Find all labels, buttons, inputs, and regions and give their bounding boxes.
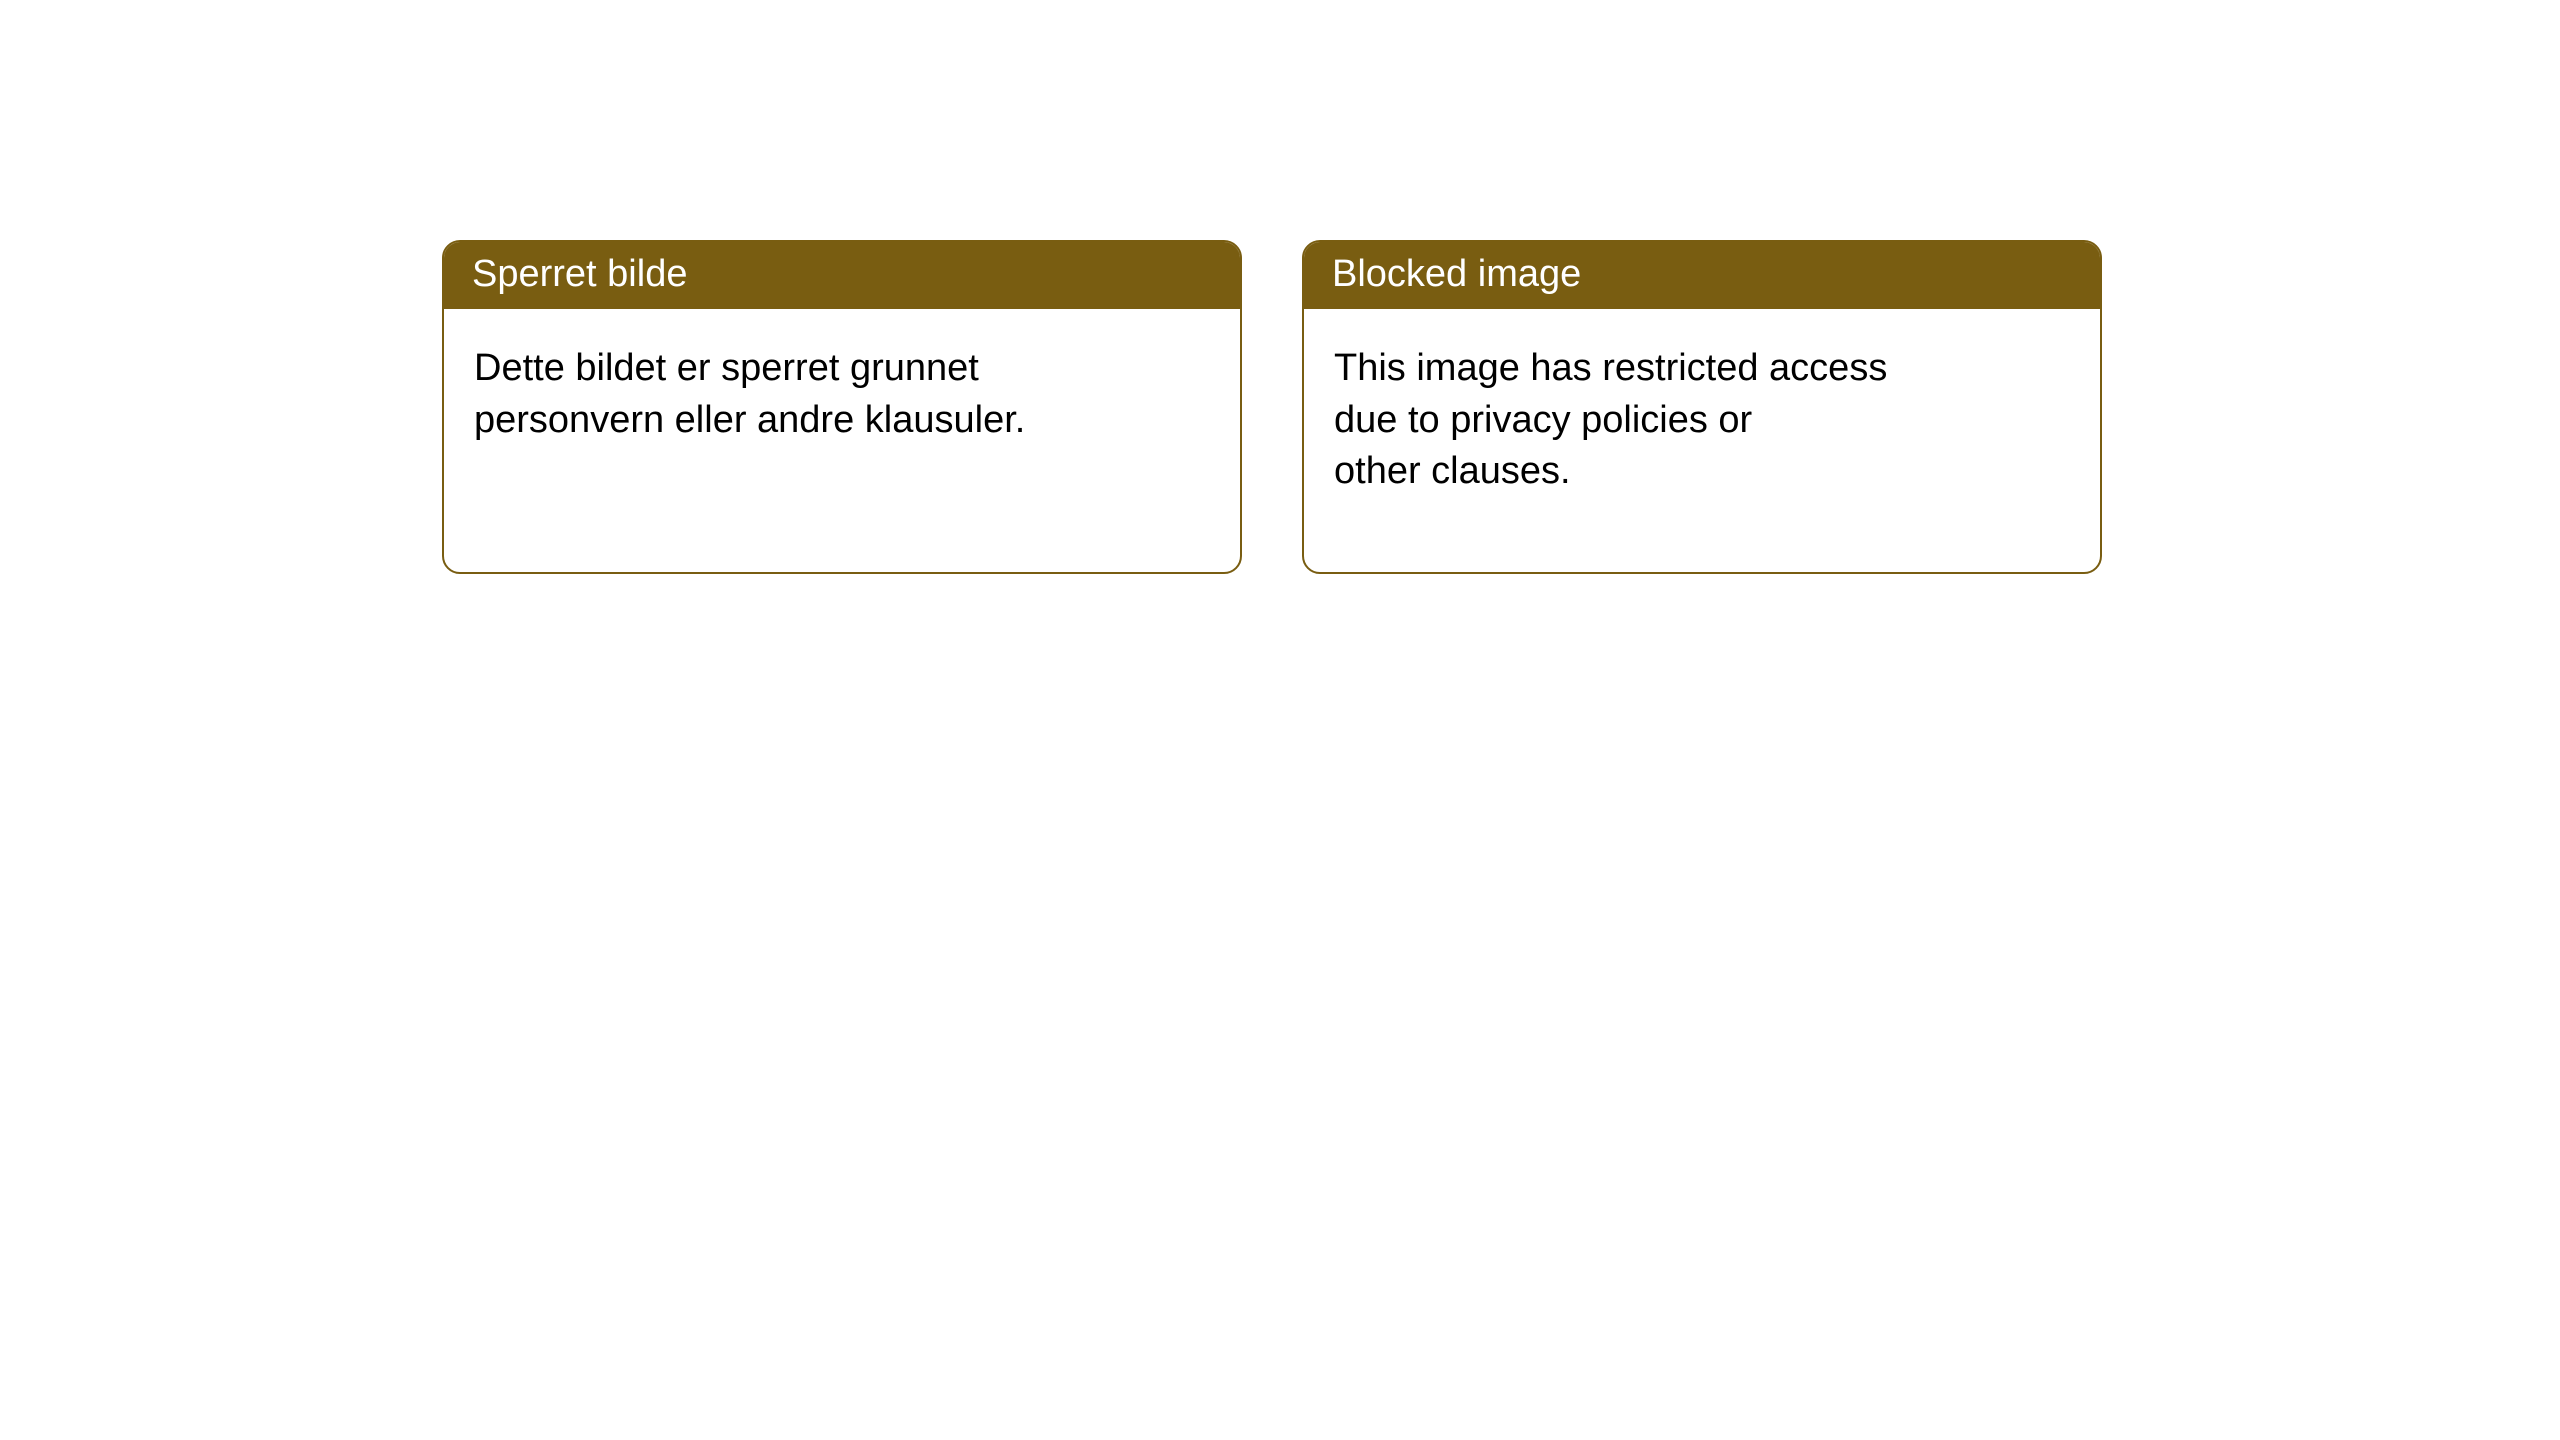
card-title: Sperret bilde <box>444 242 1240 309</box>
card-title: Blocked image <box>1304 242 2100 309</box>
card-body: This image has restricted access due to … <box>1304 309 2100 531</box>
card-english: Blocked image This image has restricted … <box>1302 240 2102 574</box>
card-body: Dette bildet er sperret grunnet personve… <box>444 309 1240 480</box>
cards-container: Sperret bilde Dette bildet er sperret gr… <box>0 0 2560 574</box>
card-norwegian: Sperret bilde Dette bildet er sperret gr… <box>442 240 1242 574</box>
